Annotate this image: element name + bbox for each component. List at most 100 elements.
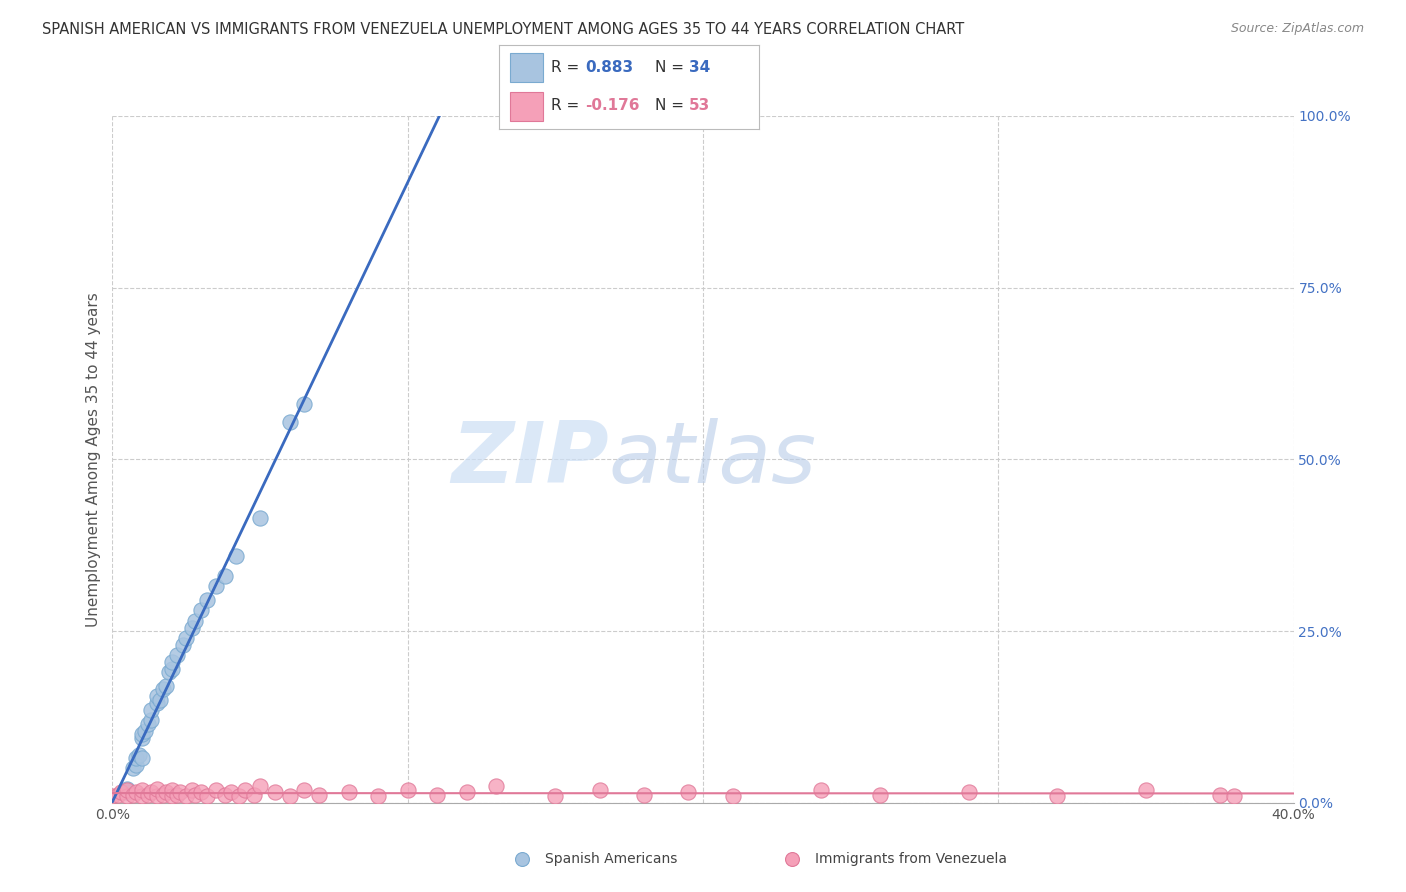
Point — [292, 783, 315, 797]
Point — [160, 783, 183, 797]
Point — [869, 788, 891, 802]
Point — [125, 785, 148, 799]
Point — [149, 692, 172, 706]
Point — [810, 783, 832, 797]
Point — [146, 782, 169, 797]
Point — [721, 789, 744, 803]
Point — [122, 761, 145, 775]
Point — [117, 789, 138, 803]
Point — [131, 751, 153, 765]
Text: Spanish Americans: Spanish Americans — [546, 852, 678, 865]
Point — [1135, 783, 1157, 797]
Text: atlas: atlas — [609, 417, 817, 501]
Point — [278, 415, 301, 429]
Text: R =: R = — [551, 60, 585, 75]
Point — [633, 788, 655, 802]
Point — [181, 621, 204, 635]
Point — [1046, 789, 1069, 803]
Point — [172, 638, 194, 652]
Point — [278, 789, 301, 803]
Point — [152, 788, 174, 802]
Point — [1223, 789, 1246, 803]
Point — [588, 783, 610, 797]
Point — [110, 785, 132, 799]
Point — [214, 569, 236, 583]
Point — [510, 851, 533, 865]
Point — [146, 789, 169, 803]
Point — [337, 785, 360, 799]
Point — [1208, 788, 1232, 802]
Point — [233, 783, 256, 797]
Point — [782, 851, 804, 865]
Point — [396, 783, 419, 797]
Text: Source: ZipAtlas.com: Source: ZipAtlas.com — [1230, 22, 1364, 36]
Point — [243, 788, 266, 802]
Point — [160, 789, 183, 803]
Point — [205, 783, 228, 797]
Point — [367, 789, 389, 803]
Point — [225, 549, 247, 563]
Point — [957, 785, 980, 799]
Text: 34: 34 — [689, 60, 710, 75]
Point — [249, 510, 271, 524]
Point — [146, 696, 169, 710]
Point — [122, 788, 145, 802]
Point — [184, 788, 207, 802]
Text: Immigrants from Venezuela: Immigrants from Venezuela — [815, 852, 1008, 865]
Point — [308, 788, 330, 802]
Point — [107, 788, 129, 802]
Point — [174, 631, 197, 645]
Point — [426, 788, 449, 802]
Point — [195, 593, 218, 607]
Point — [485, 779, 508, 793]
Text: 0.883: 0.883 — [585, 60, 633, 75]
Text: -0.176: -0.176 — [585, 98, 640, 113]
Point — [155, 679, 177, 693]
Point — [264, 785, 287, 799]
Point — [219, 785, 242, 799]
Point — [190, 603, 212, 617]
Point — [184, 614, 207, 628]
Point — [131, 727, 153, 741]
Point — [456, 785, 478, 799]
Point — [544, 789, 567, 803]
Point — [214, 788, 236, 802]
Point — [136, 716, 159, 731]
Point — [117, 785, 138, 799]
Point — [160, 655, 183, 669]
Bar — [509, 92, 543, 120]
Point — [146, 690, 169, 704]
Y-axis label: Unemployment Among Ages 35 to 44 years: Unemployment Among Ages 35 to 44 years — [86, 292, 101, 627]
Point — [128, 747, 150, 762]
Point — [249, 779, 271, 793]
Point — [174, 789, 197, 803]
Text: R =: R = — [551, 98, 585, 113]
Point — [228, 789, 250, 803]
Point — [181, 783, 204, 797]
Text: SPANISH AMERICAN VS IMMIGRANTS FROM VENEZUELA UNEMPLOYMENT AMONG AGES 35 TO 44 Y: SPANISH AMERICAN VS IMMIGRANTS FROM VENE… — [42, 22, 965, 37]
Point — [134, 723, 156, 738]
Point — [131, 789, 153, 803]
Point — [160, 662, 183, 676]
Text: 53: 53 — [689, 98, 710, 113]
Point — [157, 665, 180, 680]
Point — [139, 703, 162, 717]
Point — [166, 788, 188, 802]
Point — [125, 751, 148, 765]
Point — [101, 789, 124, 803]
Point — [169, 785, 191, 799]
Point — [195, 789, 218, 803]
Text: N =: N = — [655, 98, 689, 113]
Point — [292, 397, 315, 411]
Point — [155, 785, 177, 799]
Point — [139, 714, 162, 728]
Bar — [509, 54, 543, 82]
Point — [136, 788, 159, 802]
Point — [117, 782, 138, 797]
Point — [190, 785, 212, 799]
Text: ZIP: ZIP — [451, 417, 609, 501]
Point — [131, 731, 153, 745]
Point — [131, 783, 153, 797]
Point — [139, 785, 162, 799]
Point — [205, 579, 228, 593]
